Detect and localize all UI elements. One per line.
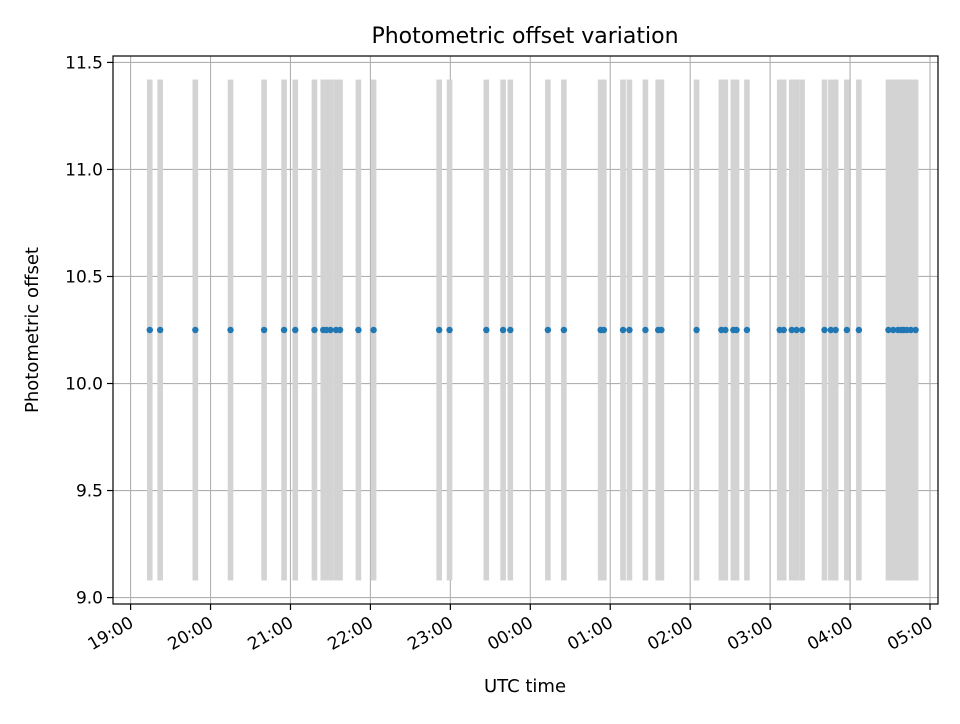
data-point (733, 326, 740, 334)
data-point (327, 326, 334, 334)
data-point (658, 326, 665, 334)
data-point (446, 326, 453, 334)
data-point (192, 326, 199, 334)
y-axis-label: Photometric offset (22, 247, 43, 413)
plot-frame (112, 55, 939, 605)
y-tick-label: 11.5 (65, 53, 103, 73)
data-point (722, 326, 729, 334)
point-layer (146, 326, 919, 334)
data-point (499, 326, 507, 334)
data-point (743, 326, 751, 334)
data-point (843, 326, 851, 334)
data-point (260, 326, 268, 334)
y-tick-label: 10.0 (65, 375, 103, 395)
data-point (912, 326, 919, 334)
data-point (483, 326, 490, 334)
y-axis-ticks: 9.0 9.5 10.0 10.5 11.0 11.5 (65, 53, 113, 609)
data-point (336, 326, 344, 334)
data-point (292, 326, 299, 334)
data-point (507, 326, 514, 334)
data-point (907, 326, 915, 334)
data-point (793, 326, 800, 334)
data-point (642, 326, 649, 334)
data-point (626, 326, 633, 334)
y-tick-label: 9.0 (76, 589, 103, 609)
y-tick-label: 10.5 (65, 267, 103, 287)
y-tick-label: 9.5 (76, 482, 103, 502)
data-point (855, 326, 863, 334)
data-point (788, 326, 795, 334)
data-point (227, 326, 234, 334)
data-point (780, 326, 787, 334)
data-point (280, 326, 288, 334)
data-point (600, 326, 608, 334)
data-point (827, 326, 835, 334)
data-point (311, 326, 318, 334)
data-point (798, 326, 806, 334)
y-tick-label: 11.0 (65, 160, 103, 180)
data-point (544, 326, 552, 334)
data-point (146, 326, 153, 334)
data-point (560, 326, 568, 334)
data-point (156, 326, 164, 334)
data-point (435, 326, 443, 334)
data-point (832, 326, 839, 334)
chart-title: Photometric offset variation (371, 24, 678, 49)
data-point (821, 326, 828, 334)
data-point (355, 326, 362, 334)
data-point (619, 326, 627, 334)
data-point (693, 326, 700, 334)
data-point (370, 326, 377, 334)
x-axis-label: UTC time (484, 676, 566, 697)
data-point (890, 326, 897, 334)
data-point (885, 326, 892, 334)
